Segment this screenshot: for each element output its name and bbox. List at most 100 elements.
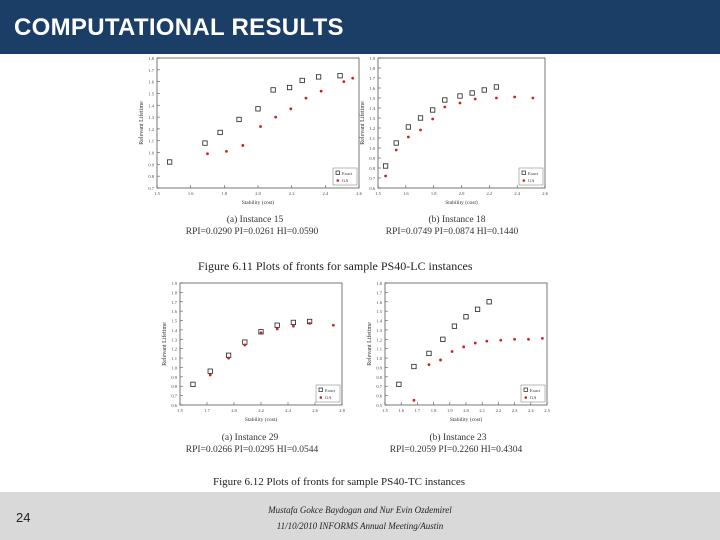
y-axis-label: Relevant Lifetime xyxy=(138,101,145,145)
ga-point xyxy=(473,97,477,101)
ga-point xyxy=(319,89,323,93)
x-axis-label: Stability (cost) xyxy=(450,416,483,423)
x-tick-label: 2.0 xyxy=(459,191,465,196)
ga-point xyxy=(208,373,212,377)
x-axis-label: Stability (cost) xyxy=(242,199,275,206)
exact-point xyxy=(337,73,343,79)
y-tick-label: 1.8 xyxy=(171,290,177,295)
ga-point xyxy=(227,356,230,360)
x-tick-label: 1.6 xyxy=(188,191,194,196)
exact-point xyxy=(411,363,417,370)
y-tick-label: 1.5 xyxy=(171,319,177,324)
ga-point xyxy=(431,117,435,121)
y-tick-label: 1.5 xyxy=(376,309,382,314)
legend-exact-label: Exact xyxy=(325,388,336,393)
exact-point xyxy=(315,74,322,80)
legend-exact-label: Exact xyxy=(342,171,353,176)
x-tick-label: 2.6 xyxy=(356,191,362,196)
y-tick-label: 0.6 xyxy=(171,403,177,408)
ga-point xyxy=(351,76,355,80)
x-tick-label: 2.1 xyxy=(479,408,485,413)
exact-point xyxy=(457,93,463,99)
x-tick-label: 2.8 xyxy=(339,408,345,413)
ga-point xyxy=(308,321,311,325)
ga-point xyxy=(384,174,387,178)
exact-point xyxy=(382,163,389,169)
y-tick-label: 0.8 xyxy=(376,375,382,380)
ga-point xyxy=(513,95,517,99)
x-tick-label: 1.5 xyxy=(382,408,388,413)
x-tick-label: 2.0 xyxy=(231,408,237,413)
x-tick-label: 2.3 xyxy=(512,408,518,413)
subcaption-instance-29: (a) Instance 29 xyxy=(221,433,279,443)
exact-point xyxy=(167,159,173,165)
ga-point xyxy=(531,96,535,100)
title-bar xyxy=(0,0,720,54)
exact-point xyxy=(463,314,469,320)
ga-point xyxy=(275,327,279,331)
legend-ga-label: GA xyxy=(342,178,349,183)
x-tick-label: 2.6 xyxy=(312,408,318,413)
exact-point xyxy=(442,97,448,103)
exact-point xyxy=(236,116,242,123)
chart-instance-23: 1.8 1.7 1.6 1.5 1.4 1.3 1.2 1.1 1.0 0.9 0.8 0.7 0.6 0… xyxy=(366,281,551,423)
y-tick-label: 0.7 xyxy=(376,384,382,389)
y-tick-label: 0.8 xyxy=(148,174,154,179)
x-tick-label: 2.5 xyxy=(544,408,550,413)
plot-frame xyxy=(156,57,360,189)
ga-point xyxy=(458,101,462,105)
y-tick-label: 1.7 xyxy=(376,290,382,295)
ga-point xyxy=(225,149,228,153)
ga-point xyxy=(540,336,544,340)
x-tick-label: 1.8 xyxy=(222,191,228,196)
exact-point xyxy=(290,319,296,326)
y-tick-label: 0.8 xyxy=(171,384,177,389)
ga-point xyxy=(342,80,346,84)
legend-ga-marker xyxy=(522,179,526,182)
y-tick-label: 1.6 xyxy=(148,80,154,85)
exact-point xyxy=(469,90,475,96)
y-tick-label: 1.4 xyxy=(171,328,177,333)
exact-point xyxy=(255,106,261,112)
exact-point xyxy=(190,381,196,387)
x-tick-label: 1.7 xyxy=(415,408,421,413)
y-tick-label: 1.9 xyxy=(369,56,375,61)
ga-point xyxy=(274,115,278,119)
y-tick-label: 1.1 xyxy=(171,356,177,361)
subcaption-instance-15: (a) Instance 15 xyxy=(226,215,284,225)
exact-point xyxy=(481,87,487,93)
y-tick-label: 1.4 xyxy=(376,319,382,324)
x-tick-label: 1.5 xyxy=(154,191,160,196)
y-tick-label: 1.4 xyxy=(369,106,375,111)
exact-point xyxy=(405,124,411,130)
x-tick-label: 1.6 xyxy=(403,191,409,196)
x-tick-label: 1.8 xyxy=(431,191,437,196)
y-tick-label: 1.3 xyxy=(148,115,154,120)
y-tick-label: 1.2 xyxy=(369,126,375,131)
exact-point xyxy=(202,140,208,146)
y-tick-label: 1.4 xyxy=(148,103,154,108)
y-axis-label: Relevant Lifetime xyxy=(366,322,373,366)
y-tick-label: 1.8 xyxy=(369,66,375,71)
legend-ga-label: GA xyxy=(530,395,537,400)
ga-point xyxy=(289,107,293,111)
subcaption-instance-18: (b) Instance 18 xyxy=(428,215,486,225)
x-tick-label: 1.9 xyxy=(447,408,453,413)
x-tick-label: 1.7 xyxy=(204,408,210,413)
y-tick-label: 0.7 xyxy=(369,176,375,181)
metrics-instance-15: RPI=0.0290 PI=0.0261 HI=0.0590 xyxy=(185,227,319,237)
exact-point xyxy=(393,140,399,146)
y-tick-label: 0.9 xyxy=(376,365,382,370)
chart-instance-29: 1.9 1.8 1.7 1.6 1.5 1.4 1.3 1.2 1.1 1.0 0.9 0.8 0.7 0… xyxy=(161,281,346,423)
footer-event: 11/10/2010 INFORMS Annual Meeting/Austin xyxy=(276,521,444,531)
legend-ga-marker xyxy=(524,396,528,399)
ga-point xyxy=(259,125,262,128)
exact-point xyxy=(451,323,458,329)
y-tick-label: 1.7 xyxy=(148,68,154,73)
exact-point xyxy=(396,381,402,387)
y-tick-label: 1.0 xyxy=(171,365,177,370)
ga-point xyxy=(241,144,245,147)
y-tick-label: 1.5 xyxy=(369,96,375,101)
legend-ga-label: GA xyxy=(325,395,332,400)
legend-exact-label: Exact xyxy=(530,388,541,393)
